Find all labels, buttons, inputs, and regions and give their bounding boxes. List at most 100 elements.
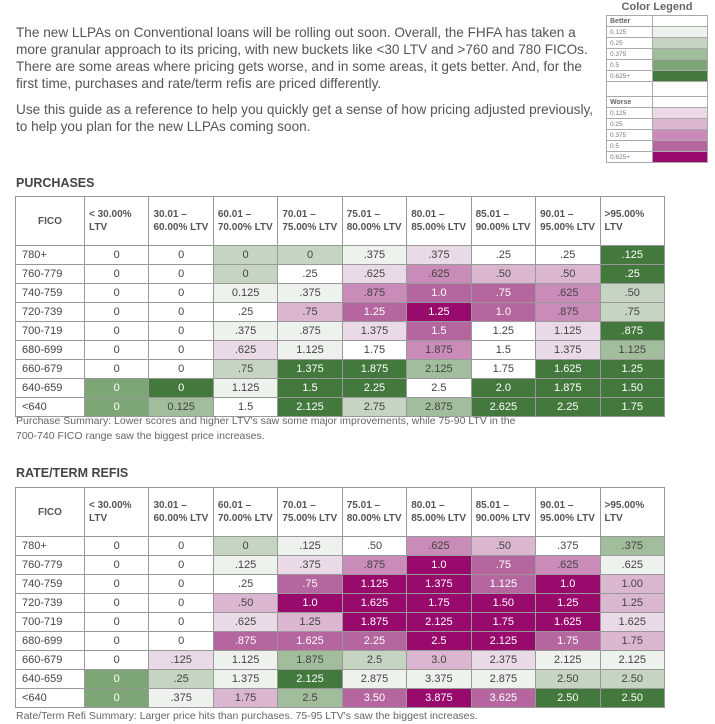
llpa-cell: 1.125 (212, 650, 279, 670)
fico-cell: 660-679 (15, 359, 85, 379)
llpa-cell: 1.25 (470, 321, 537, 341)
llpa-cell: .75 (470, 283, 537, 303)
llpa-cell: 1.50 (470, 593, 537, 613)
legend-label: 0.25 (606, 37, 653, 49)
llpa-cell: .50 (599, 283, 665, 303)
fico-cell: 740-759 (15, 574, 85, 594)
column-header: 30.01 – 60.00% LTV (148, 196, 214, 246)
legend-label: 0.5 (606, 59, 653, 71)
llpa-cell: 0 (148, 340, 214, 360)
llpa-cell: 2.625 (470, 397, 537, 417)
fico-cell: 720-739 (15, 302, 85, 322)
llpa-cell: 1.25 (341, 302, 408, 322)
llpa-cell: 1.375 (341, 321, 408, 341)
llpa-cell: 1.125 (212, 378, 279, 398)
llpa-cell: .375 (341, 245, 408, 265)
llpa-cell: 0 (148, 612, 214, 632)
llpa-cell: 0 (83, 340, 150, 360)
legend-swatch (652, 70, 708, 82)
llpa-cell: .875 (341, 555, 408, 575)
llpa-cell: 2.75 (341, 397, 408, 417)
llpa-cell: 1.625 (277, 631, 343, 651)
llpa-cell: 0.125 (212, 283, 279, 303)
llpa-cell: .375 (535, 536, 601, 556)
llpa-cell: .50 (212, 593, 279, 613)
llpa-cell: 0 (148, 536, 214, 556)
llpa-cell: 2.5 (277, 688, 343, 708)
llpa-cell: 1.375 (212, 669, 279, 689)
legend-title: Color Legend (621, 1, 693, 13)
fico-cell: 740-759 (15, 283, 85, 303)
llpa-cell: 1.625 (535, 359, 601, 379)
llpa-cell: 1.25 (277, 612, 343, 632)
llpa-cell: 0 (83, 359, 150, 379)
llpa-cell: 2.125 (599, 650, 665, 670)
llpa-cell: 1.0 (277, 593, 343, 613)
llpa-cell: 0 (148, 283, 214, 303)
llpa-cell: 0 (212, 536, 279, 556)
llpa-cell: .625 (341, 264, 408, 284)
table-row: 700-719 0 0.625 1.25 1.875 2.125 1.75 1.625 1.62… (15, 612, 665, 632)
llpa-cell: 0 (83, 302, 150, 322)
llpa-cell: .625 (599, 555, 665, 575)
column-header: 85.01 – 90.00% LTV (470, 487, 537, 537)
llpa-cell: 0 (83, 612, 150, 632)
llpa-cell: 1.25 (599, 593, 665, 613)
llpa-cell: .625 (535, 555, 601, 575)
intro-paragraph-1: The new LLPAs on Conventional loans will… (16, 25, 588, 91)
llpa-cell: .125 (599, 245, 665, 265)
llpa-cell: .875 (535, 302, 601, 322)
llpa-cell: .125 (212, 555, 279, 575)
llpa-cell: 1.0 (406, 283, 472, 303)
fico-cell: 760-779 (15, 555, 85, 575)
llpa-cell: .375 (212, 321, 279, 341)
llpa-cell: 1.25 (599, 359, 665, 379)
llpa-cell: .375 (406, 245, 472, 265)
llpa-cell: 1.125 (277, 340, 343, 360)
llpa-cell: 0 (83, 555, 150, 575)
llpa-cell: .875 (341, 283, 408, 303)
llpa-cell: 0 (148, 302, 214, 322)
llpa-cell: 1.75 (599, 631, 665, 651)
fico-cell: 640-659 (15, 669, 85, 689)
table-row: 780+ 0 0 0.125.50.625.50.375.375 (15, 536, 665, 556)
llpa-cell: 2.125 (406, 612, 472, 632)
llpa-cell: 2.875 (406, 397, 472, 417)
llpa-cell: 0 (148, 631, 214, 651)
llpa-cell: 1.875 (277, 650, 343, 670)
legend-swatch (652, 151, 708, 163)
legend-label: 0.625+ (606, 151, 653, 163)
llpa-cell: 2.50 (599, 688, 665, 708)
llpa-cell: 2.50 (535, 669, 601, 689)
llpa-cell: 1.125 (599, 340, 665, 360)
llpa-cell: 0 (83, 264, 150, 284)
llpa-cell: .25 (535, 245, 601, 265)
llpa-cell: .75 (470, 555, 537, 575)
llpa-cell: 0.125 (148, 397, 214, 417)
llpa-cell: 0 (83, 650, 150, 670)
llpa-cell: 1.375 (406, 574, 472, 594)
llpa-cell: 0 (148, 574, 214, 594)
llpa-cell: 1.875 (341, 359, 408, 379)
llpa-cell: 2.125 (277, 669, 343, 689)
fico-cell: 780+ (15, 536, 85, 556)
fico-cell: 660-679 (15, 650, 85, 670)
llpa-cell: 0 (83, 536, 150, 556)
table-row: <640 0.375 1.75 2.5 3.50 3.875 3.625 2.50 2.50 (15, 688, 665, 708)
llpa-cell: .625 (535, 283, 601, 303)
fico-cell: 640-659 (15, 378, 85, 398)
llpa-cell: .375 (599, 536, 665, 556)
legend-swatch (652, 59, 708, 71)
llpa-cell: .875 (599, 321, 665, 341)
legend-swatch (652, 107, 708, 119)
llpa-cell: 2.5 (406, 378, 472, 398)
llpa-cell: 1.75 (341, 340, 408, 360)
llpa-cell: 1.75 (470, 359, 537, 379)
llpa-cell: 2.0 (470, 378, 537, 398)
column-header: FICO (15, 196, 85, 246)
llpa-cell: 2.25 (341, 631, 408, 651)
legend-swatch (652, 118, 708, 130)
llpa-cell: .625 (406, 536, 472, 556)
llpa-cell: .25 (470, 245, 537, 265)
column-header: 85.01 – 90.00% LTV (470, 196, 537, 246)
